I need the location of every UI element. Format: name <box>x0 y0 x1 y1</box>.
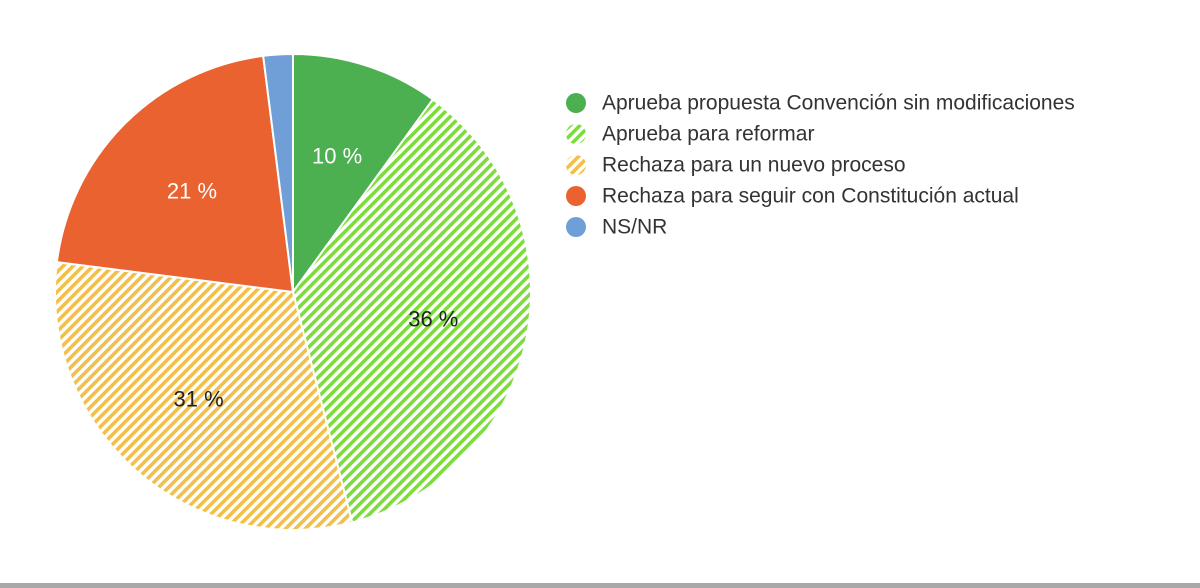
legend-marker <box>566 155 586 175</box>
pie-labels: 10 % 36 % 31 % 21 % <box>167 144 458 412</box>
pie-slice-aprueba-para-reformar <box>291 98 532 524</box>
pie-slices <box>54 52 532 531</box>
pie-slice-rechaza-para-seguir-con-constitucion-actual <box>55 54 295 294</box>
legend-label: NS/NR <box>602 216 667 239</box>
legend-marker <box>566 93 586 113</box>
legend-marker <box>566 124 586 144</box>
bottom-divider <box>0 583 1200 588</box>
slice-value-label: 10 % <box>312 144 362 169</box>
legend-marker <box>566 217 586 237</box>
chart-legend: Aprueba propuesta Convención sin modific… <box>566 92 1075 239</box>
legend-label: Rechaza para seguir con Constitución act… <box>602 185 1019 208</box>
pie-slice-ns-nr <box>262 52 294 293</box>
pie-slice-rechaza-para-un-nuevo-proceso <box>54 261 354 531</box>
slice-value-label: 21 % <box>167 179 217 204</box>
pie-slice-aprueba-propuesta-convencion-sin-modificaciones <box>292 52 435 296</box>
legend-label: Rechaza para un nuevo proceso <box>602 154 906 177</box>
legend-marker <box>566 186 586 206</box>
legend-label: Aprueba para reformar <box>602 123 814 146</box>
legend-label: Aprueba propuesta Convención sin modific… <box>602 92 1075 115</box>
slice-value-label: 31 % <box>174 387 224 412</box>
slice-value-label: 36 % <box>408 306 458 331</box>
